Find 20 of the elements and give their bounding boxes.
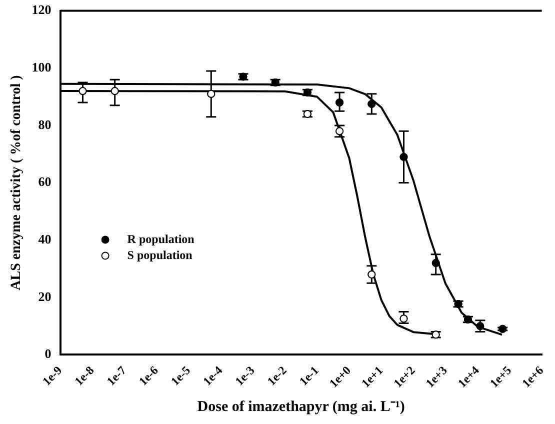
x-tick-label: 1e-8	[72, 363, 97, 388]
y-tick-label: 40	[38, 231, 52, 246]
y-axis-title: ALS enzyme activity ( %of control )	[9, 74, 24, 290]
x-axis-title: Dose of imazethapyr (mg ai. L⁻¹)	[197, 398, 405, 415]
x-tick-label: 1e-1	[296, 363, 322, 388]
y-tick-label: 80	[38, 116, 52, 132]
x-tick-label: 1e-5	[168, 363, 194, 388]
y-tick-label: 20	[38, 288, 52, 304]
y-tick-label: 0	[44, 346, 52, 362]
y-tick-label: 60	[38, 174, 52, 190]
x-tick-label: 1e-9	[40, 363, 65, 388]
x-tick-label: 1e-3	[232, 363, 258, 388]
y-tick-label: 100	[32, 59, 52, 74]
x-tick-label: 1e-6	[136, 363, 161, 388]
x-tick-label: 1e-4	[200, 363, 226, 388]
legend-label: S population	[127, 248, 193, 262]
y-tick-label: 120	[32, 2, 52, 18]
x-tick-label: 1e-2	[264, 363, 290, 388]
legend-label: R population	[127, 232, 195, 246]
x-tick-label: 1e-7	[104, 363, 129, 388]
